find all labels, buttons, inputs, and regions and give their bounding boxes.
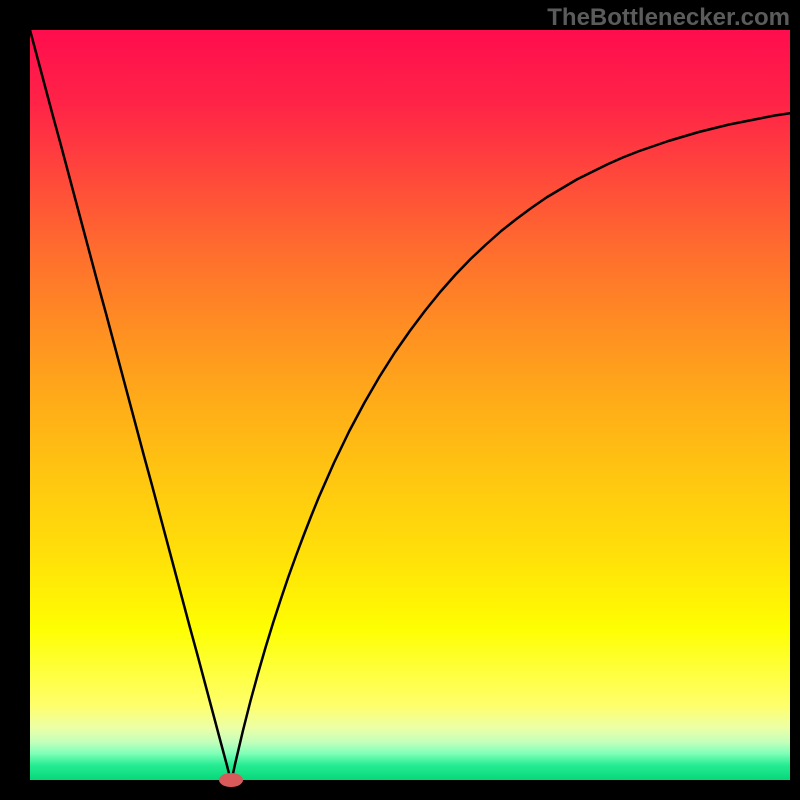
bottleneck-chart xyxy=(0,0,800,800)
optimum-marker xyxy=(219,773,243,787)
chart-container: TheBottlenecker.com xyxy=(0,0,800,800)
chart-background-gradient xyxy=(30,30,790,780)
watermark-text: TheBottlenecker.com xyxy=(547,4,790,32)
